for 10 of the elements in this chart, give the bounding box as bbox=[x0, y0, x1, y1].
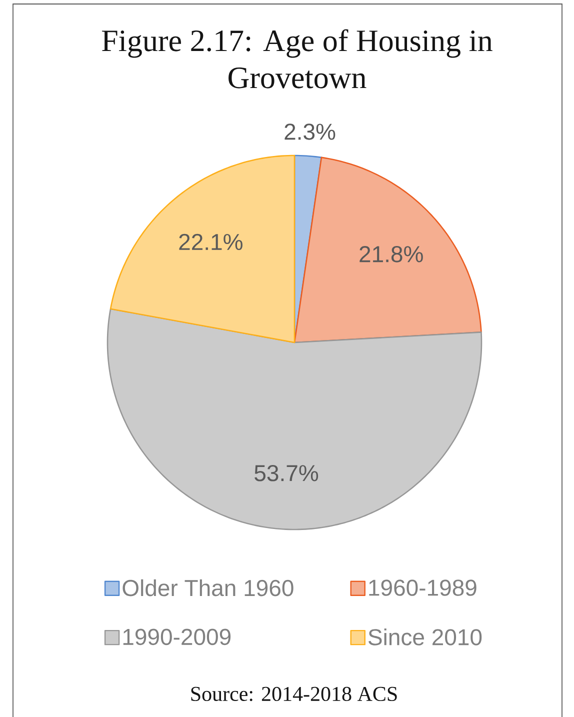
data-label: 22.1% bbox=[179, 234, 242, 250]
legend-label: Since 2010 bbox=[368, 628, 482, 646]
legend-label: Older Than 1960 bbox=[122, 579, 294, 596]
legend-label: 1960-1989 bbox=[369, 580, 476, 596]
legend-label: 1990-2009 bbox=[123, 628, 231, 646]
chart-title: Figure 2.17: Age of Housing in Grovetown bbox=[102, 29, 492, 88]
data-label: 53.7% bbox=[254, 464, 318, 482]
data-label: 21.8% bbox=[360, 246, 423, 262]
data-label: 2.3% bbox=[284, 124, 336, 140]
source-note: Source: 2014-2018 ACS bbox=[191, 686, 397, 702]
